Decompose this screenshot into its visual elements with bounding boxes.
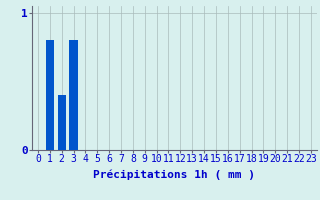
Bar [69, 40, 78, 150]
Bar [46, 40, 54, 150]
Bar [58, 95, 66, 150]
X-axis label: Précipitations 1h ( mm ): Précipitations 1h ( mm ) [93, 170, 255, 180]
